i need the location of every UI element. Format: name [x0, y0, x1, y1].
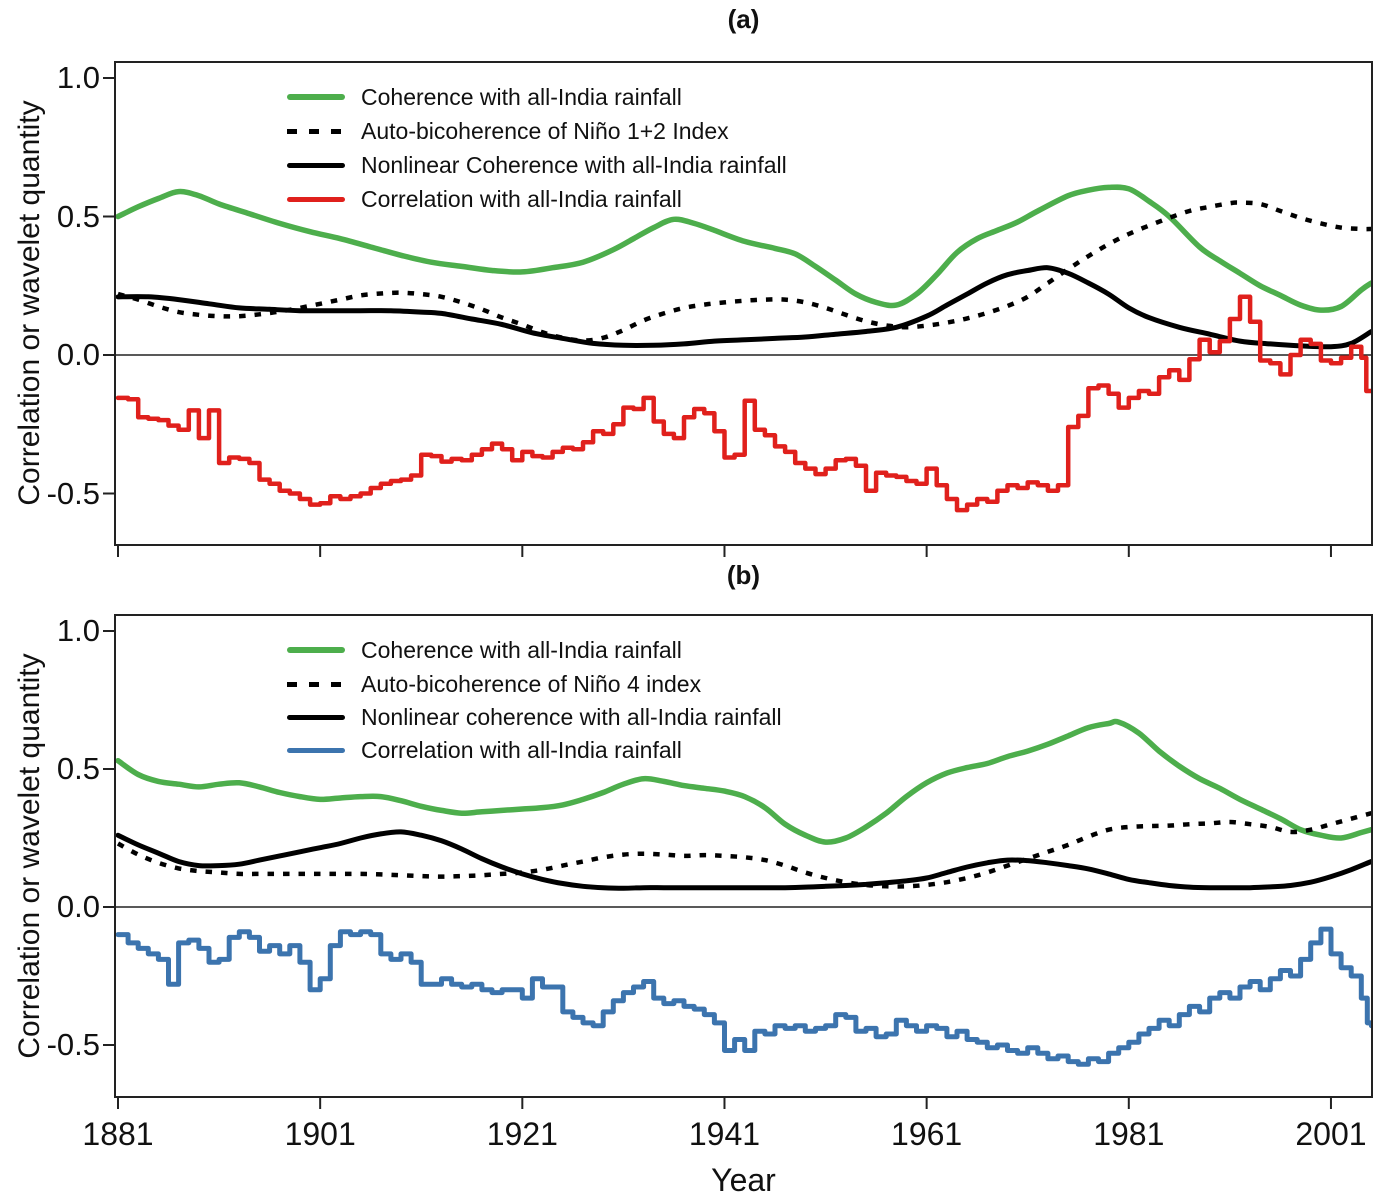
panel-b [103, 614, 1373, 1109]
legend-row-nonlinear_coherence_b: Nonlinear coherence with all-India rainf… [287, 703, 782, 731]
legend-swatch-line-icon [287, 714, 345, 720]
x-tick-label: 1881 [82, 1116, 154, 1152]
series-coherence_b [115, 718, 1372, 845]
legend-row-coherence_b: Coherence with all-India rainfall [287, 636, 682, 664]
x-tick-label: 1941 [688, 1116, 761, 1152]
series-correlation_b [115, 926, 1372, 1067]
panel-a-title: (a) [727, 4, 760, 34]
y-tick-label-b: 1.0 [56, 613, 100, 648]
legend-swatch-dashed-line-icon [287, 128, 345, 134]
legend-row-nonlinear_coherence_a: Nonlinear Coherence with all-India rainf… [287, 151, 787, 179]
legend-swatch-dashed-line-icon [287, 681, 345, 687]
y-tick-label-b: -0.5 [46, 1027, 100, 1062]
legend-label-nonlinear_coherence_a: Nonlinear Coherence with all-India rainf… [361, 152, 787, 178]
legend-label-correlation_b: Correlation with all-India rainfall [361, 737, 682, 763]
y-tick-label-a: -0.5 [46, 475, 100, 511]
plot-border-b [114, 614, 1373, 1098]
legend-swatch-line-icon [287, 94, 345, 100]
y-tick-label-b: 0.0 [56, 889, 100, 924]
x-tick-label: 2001 [1295, 1116, 1367, 1152]
series-coherence_a [115, 184, 1372, 313]
legend-label-correlation_a: Correlation with all-India rainfall [361, 186, 682, 212]
legend-label-coherence_b: Coherence with all-India rainfall [361, 637, 682, 663]
x-tick-label: 1961 [891, 1116, 963, 1152]
x-axis-label: Year [711, 1162, 776, 1198]
legend-swatch-line-icon [287, 162, 345, 168]
y-tick-label-a: 1.0 [56, 60, 100, 95]
y-tick-label-b: 0.5 [56, 751, 100, 786]
panel-a-y-axis-label: Correlation or wavelet quantity [13, 100, 46, 506]
series-autobicoherence_nino12 [117, 200, 1372, 343]
x-tick-label: 1981 [1093, 1116, 1165, 1152]
y-tick-label-a: 0.0 [56, 337, 100, 372]
series-nonlinear_coherence_b [115, 829, 1372, 891]
series-correlation_a [115, 294, 1372, 513]
legend-label-nonlinear_coherence_b: Nonlinear coherence with all-India rainf… [361, 704, 782, 730]
panel-b-y-axis-label: Correlation or wavelet quantity [13, 653, 46, 1059]
panel-a [103, 61, 1373, 557]
legend-row-autobicoherence_nino12: Auto-bicoherence of Niño 1+2 Index [287, 117, 729, 145]
series-nonlinear_coherence_a [115, 265, 1372, 350]
legend-row-autobicoherence_nino4: Auto-bicoherence of Niño 4 index [287, 670, 701, 698]
x-tick-label: 1921 [486, 1116, 558, 1152]
legend-swatch-line-icon [287, 196, 345, 202]
legend-swatch-line-icon [287, 747, 345, 753]
panel-b-title: (b) [726, 560, 761, 590]
legend-row-coherence_a: Coherence with all-India rainfall [287, 83, 682, 111]
legend-swatch-line-icon [287, 647, 345, 653]
legend-row-correlation_b: Correlation with all-India rainfall [287, 736, 682, 764]
legend-label-autobicoherence_nino12: Auto-bicoherence of Niño 1+2 Index [361, 118, 729, 144]
legend-row-correlation_a: Correlation with all-India rainfall [287, 185, 682, 213]
legend-label-autobicoherence_nino4: Auto-bicoherence of Niño 4 index [361, 671, 702, 697]
y-tick-label-a: 0.5 [56, 198, 100, 234]
plot-border-a [114, 61, 1373, 546]
x-tick-label: 1901 [284, 1116, 356, 1152]
legend-label-coherence_a: Coherence with all-India rainfall [361, 84, 682, 110]
